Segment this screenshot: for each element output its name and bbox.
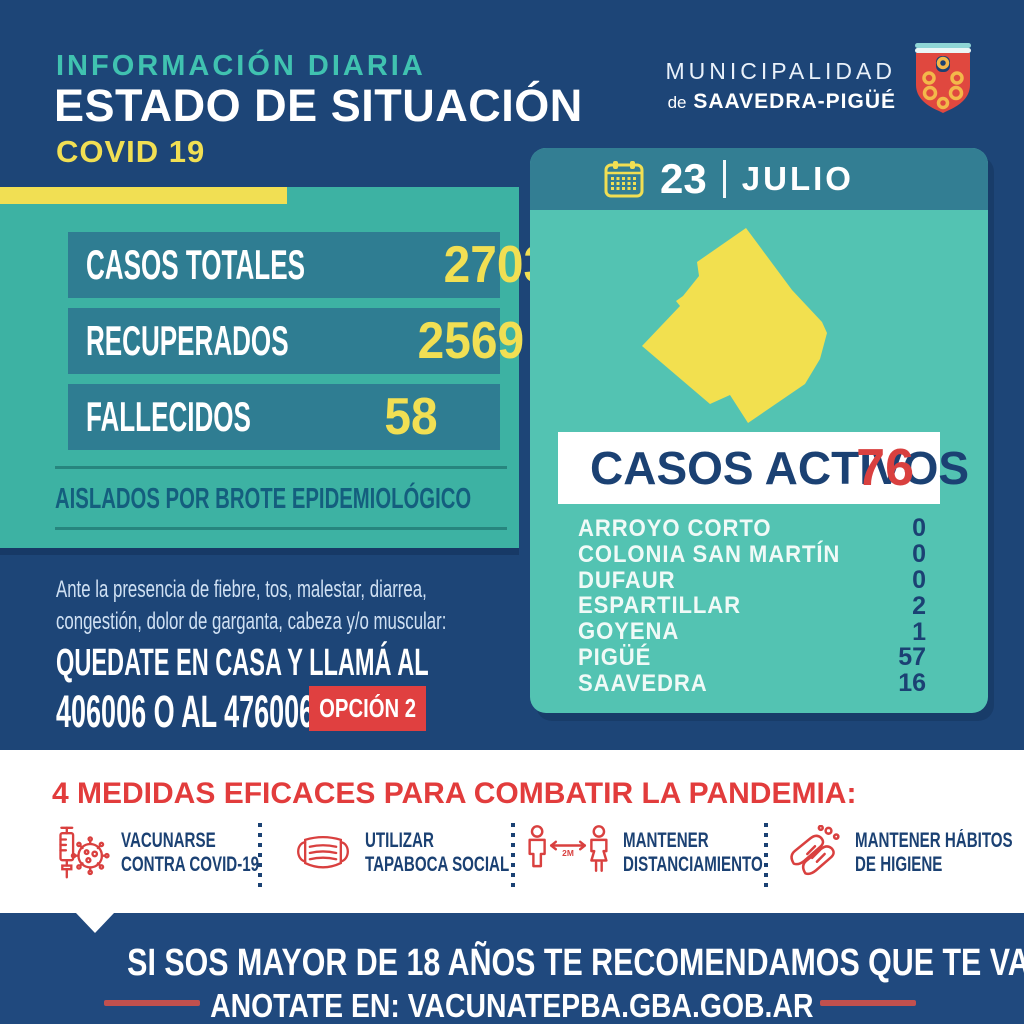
- distance-icon: 2M: [528, 825, 608, 872]
- option-badge: OPCIÓN 2: [309, 686, 427, 731]
- dotted-separator: [511, 823, 515, 887]
- locality-name: DUFAUR: [578, 566, 676, 594]
- locality-name: PIGÜÉ: [578, 643, 652, 671]
- locality-value: 16: [898, 669, 926, 698]
- stat-label: FALLECIDOS: [86, 393, 251, 440]
- stat-row-recuperados: RECUPERADOS 2569: [68, 308, 524, 374]
- header-covid-label: COVID 19: [56, 134, 206, 169]
- footer-line1-text: SI SOS MAYOR DE 18 AÑOS TE RECOMENDAMOS …: [127, 942, 1024, 984]
- locality-value: 2: [912, 591, 926, 620]
- measure-label-line2: CONTRA COVID-19: [121, 853, 260, 876]
- locality-row: SAAVEDRA 16: [578, 669, 926, 698]
- mask-icon: [297, 835, 349, 869]
- calendar-icon: [604, 161, 644, 198]
- measure-label: MANTENER DISTANCIAMIENTO: [623, 829, 763, 877]
- locality-value: 0: [912, 566, 926, 594]
- measure-label-line1: MANTENER HÁBITOS: [855, 829, 1013, 853]
- stat-row-aislados: AISLADOS POR BROTE EPIDEMIOLÓGICO 257: [55, 473, 726, 525]
- stat-row-fallecidos: FALLECIDOS 58: [68, 384, 500, 450]
- stat-value: 58: [384, 388, 438, 446]
- active-cases-bar: CASOS ACTIVOS 76: [558, 432, 969, 504]
- locality-value: 57: [898, 643, 926, 672]
- measure-label: MANTENER HÁBITOS DE HIGIENE: [855, 829, 1013, 877]
- measure-label-line1: MANTENER: [623, 829, 709, 853]
- measure-label-line1: UTILIZAR: [365, 829, 434, 853]
- active-cases-label-wrap: CASOS ACTIVOS: [590, 441, 969, 495]
- page-title: ESTADO DE SITUACIÓN: [54, 80, 583, 131]
- measure-item-mask: UTILIZAR TAPABOCA SOCIAL: [292, 822, 565, 884]
- brand-line1: MUNICIPALIDAD: [665, 58, 896, 84]
- active-cases-label: CASOS ACTIVOS: [590, 442, 970, 494]
- brand-line2-prefix: de: [667, 93, 687, 112]
- footer-line2-text: ANOTATE EN: VACUNATEPBA.GBA.GOB.AR: [210, 987, 814, 1024]
- measure-label: UTILIZAR TAPABOCA SOCIAL: [365, 829, 509, 877]
- totals-panel: CASOS TOTALES 2703 RECUPERADOS 2569 FALL…: [0, 187, 726, 548]
- header-kicker: INFORMACIÓN DIARIA: [56, 50, 426, 82]
- brand-line2-name: SAAVEDRA-PIGÜÉ: [693, 90, 896, 113]
- divider-line: [55, 466, 507, 469]
- aislados-label: AISLADOS POR BROTE EPIDEMIOLÓGICO: [55, 482, 472, 515]
- measure-label-line2: DE HIGIENE: [855, 853, 943, 876]
- vaccine-icon: [59, 826, 110, 879]
- hygiene-icon: [790, 825, 840, 876]
- footer-dash-right: [820, 1000, 916, 1006]
- footer-notch: [76, 913, 114, 933]
- locality-name: ARROYO CORTO: [578, 514, 772, 542]
- measure-label-line1: VACUNARSE: [121, 829, 216, 853]
- measure-label-line2: DISTANCIAMIENTO: [623, 853, 763, 876]
- stat-label: RECUPERADOS: [86, 317, 289, 364]
- measures-section: 4 MEDIDAS EFICACES PARA COMBATIR LA PAND…: [0, 750, 1024, 913]
- locality-row: ARROYO CORTO 0: [578, 514, 926, 543]
- date-header: 23 JULIO: [530, 148, 988, 210]
- dotted-separator: [258, 823, 262, 887]
- locality-value: 0: [912, 540, 926, 569]
- date-day: 23: [660, 155, 707, 202]
- measure-item-vaccinate: VACUNARSE CONTRA COVID-19: [56, 822, 313, 884]
- locality-row: ESPARTILLAR 2: [578, 591, 926, 620]
- measure-item-hygiene: MANTENER HÁBITOS DE HIGIENE: [786, 822, 1024, 884]
- locality-name: ESPARTILLAR: [578, 592, 742, 620]
- date-divider: [722, 160, 726, 198]
- measures-heading: 4 MEDIDAS EFICACES PARA COMBATIR LA PAND…: [52, 777, 857, 810]
- stat-label: CASOS TOTALES: [86, 241, 305, 288]
- phone-numbers: 406006 O AL 476006: [56, 686, 315, 737]
- stay-home-text: QUEDATE EN CASA Y LLAMÁ AL: [56, 642, 429, 684]
- municipality-brand: MUNICIPALIDAD de SAAVEDRA-PIGÜÉ: [666, 58, 897, 114]
- footer-line1: SI SOS MAYOR DE 18 AÑOS TE RECOMENDAMOS …: [0, 942, 1024, 985]
- footer-dash-left: [104, 1000, 200, 1006]
- distance-2m-label: 2M: [562, 848, 574, 858]
- municipal-shield-icon: [915, 43, 971, 113]
- locality-name: SAAVEDRA: [578, 669, 708, 697]
- divider-line: [55, 527, 507, 530]
- footer-line2: ANOTATE EN: VACUNATEPBA.GBA.GOB.AR: [0, 987, 1024, 1024]
- yellow-accent-stripe: [0, 187, 287, 204]
- locality-row: PIGÜÉ 57: [578, 643, 926, 672]
- locality-row: DUFAUR 0: [578, 566, 926, 594]
- locality-value: 1: [912, 617, 926, 646]
- measure-label: VACUNARSE CONTRA COVID-19: [121, 829, 259, 877]
- brand-line2: de SAAVEDRA-PIGÜÉ: [666, 90, 897, 114]
- footer-band: SI SOS MAYOR DE 18 AÑOS TE RECOMENDAMOS …: [0, 913, 1024, 1024]
- dotted-separator: [764, 823, 768, 887]
- symptoms-text: Ante la presencia de fiebre, tos, malest…: [56, 576, 447, 635]
- locality-name: GOYENA: [578, 618, 680, 646]
- date-month: JULIO: [741, 160, 854, 197]
- locality-row: COLONIA SAN MARTÍN 0: [578, 540, 926, 569]
- stat-value: 2569: [417, 312, 524, 370]
- stat-row-casos-totales: CASOS TOTALES 2703: [68, 232, 550, 298]
- locality-row: GOYENA 1: [578, 617, 926, 646]
- locality-name: COLONIA SAN MARTÍN: [578, 540, 841, 568]
- measure-label-line2: TAPABOCA SOCIAL: [365, 853, 510, 876]
- locality-list: ARROYO CORTO 0 COLONIA SAN MARTÍN 0 DUFA…: [578, 514, 926, 698]
- active-cases-card: 23 JULIO CASOS ACTIVOS 76 ARROYO CORTO 0…: [530, 148, 988, 713]
- active-cases-value: 76: [856, 439, 914, 497]
- district-map-shape: [642, 228, 827, 423]
- measure-item-distance: 2M MANTENER DISTANCIAMIENTO: [524, 822, 817, 884]
- option-badge-label: OPCIÓN 2: [319, 693, 417, 723]
- locality-value: 0: [912, 514, 926, 543]
